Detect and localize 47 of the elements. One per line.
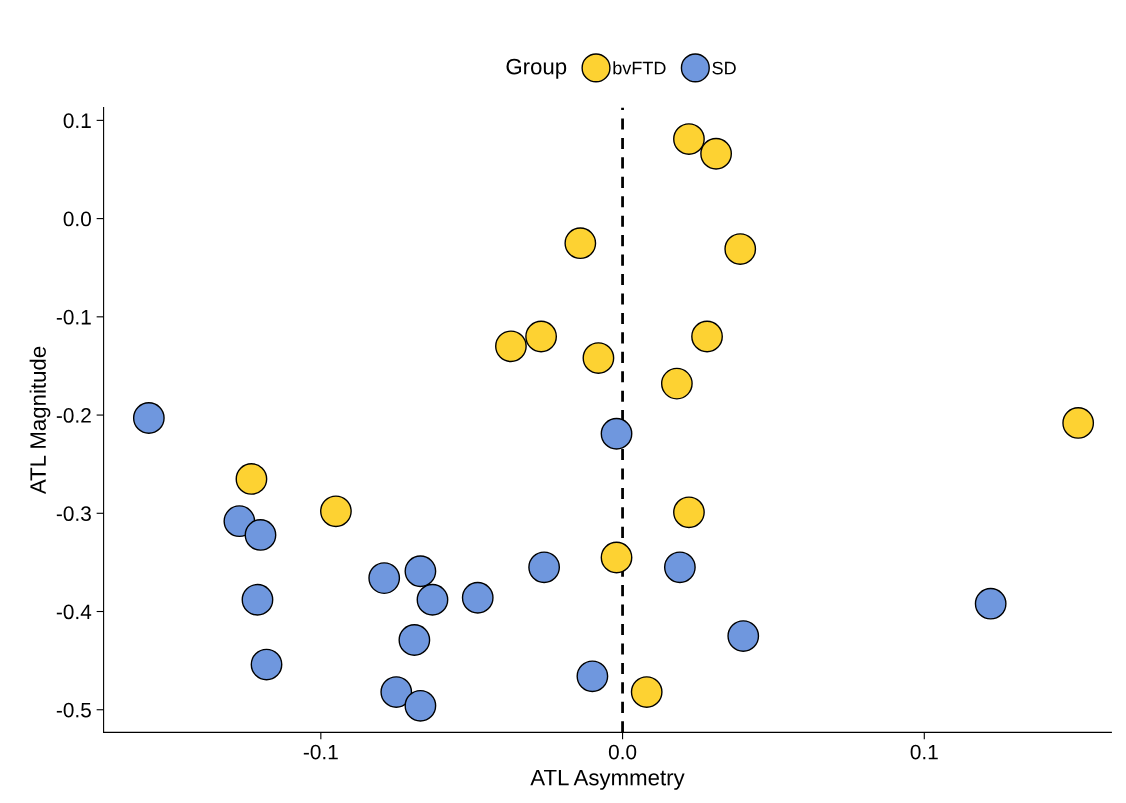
point (495, 330, 527, 363)
x-tick-label: 0.0 (608, 744, 637, 760)
y-axis-title: ATL Magnitude (29, 346, 51, 495)
y-tick-label: 0.1 (63, 113, 91, 129)
legend-title: Group (506, 58, 567, 79)
point (525, 320, 558, 353)
y-tick-label: -0.1 (56, 309, 91, 325)
y-tick-label: 0.0 (63, 211, 91, 227)
point (582, 342, 615, 374)
point (724, 233, 757, 265)
x-axis-title: ATL Asymmetry (530, 769, 685, 790)
legend-label: bvFTD (613, 61, 666, 75)
point (250, 648, 283, 681)
point (368, 562, 401, 595)
point (576, 660, 609, 693)
point (380, 676, 413, 708)
point (663, 551, 696, 584)
point (461, 581, 494, 614)
y-tick-label: -0.2 (56, 408, 91, 423)
point (528, 551, 561, 584)
point (320, 495, 352, 528)
point (630, 676, 663, 708)
point (132, 402, 165, 434)
point (974, 587, 1007, 620)
point (673, 123, 705, 155)
point (600, 417, 633, 450)
point (398, 624, 431, 656)
point (564, 227, 597, 260)
point (404, 689, 437, 722)
point (700, 137, 733, 170)
y-tick-label: -0.4 (56, 604, 92, 620)
point (241, 583, 274, 616)
y-tick-label: -0.5 (56, 702, 91, 718)
x-tick-label: 0.1 (910, 744, 938, 760)
x-tick-label: -0.1 (303, 744, 338, 760)
point (660, 367, 693, 400)
legend-label: SD (712, 61, 736, 75)
point (691, 320, 723, 353)
point (235, 462, 268, 495)
point (600, 541, 633, 574)
y-tick-label: -0.3 (56, 506, 91, 522)
point (727, 620, 760, 652)
point (404, 555, 437, 588)
point (673, 496, 705, 529)
point (1062, 407, 1095, 439)
point (244, 518, 277, 551)
point (416, 583, 449, 616)
